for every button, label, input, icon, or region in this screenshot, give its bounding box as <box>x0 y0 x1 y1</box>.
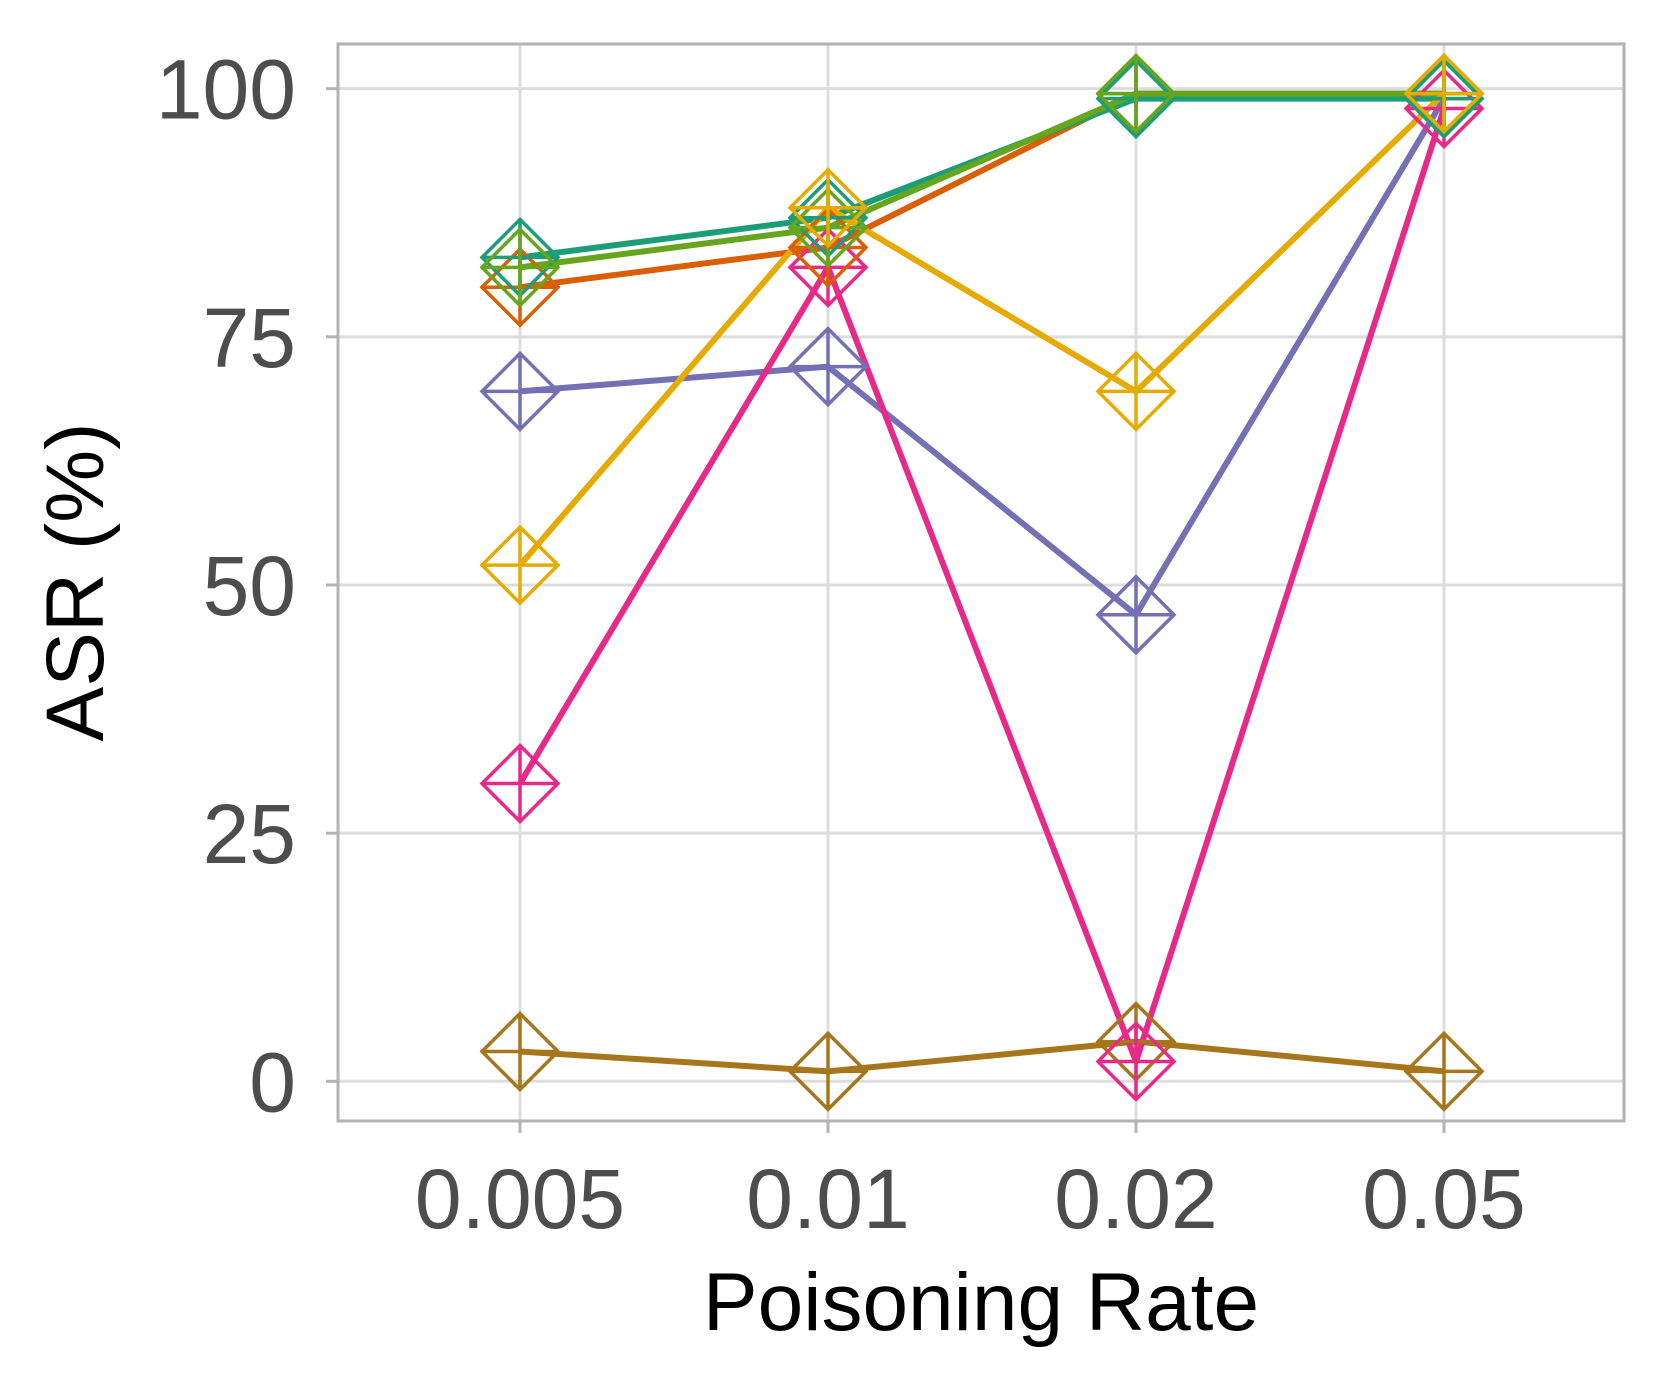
data-point-series-1 <box>1403 1030 1485 1112</box>
series-lines <box>517 90 1447 1075</box>
data-point-series-6 <box>1095 53 1177 135</box>
data-point-series-2 <box>787 326 869 408</box>
series-line-series-5 <box>519 95 1444 261</box>
tick-labels: 0.005 0.01 0.02 0.05 0 25 50 75 100 <box>156 43 1526 1246</box>
series-line-series-2 <box>519 97 1447 618</box>
y-tick-label: 50 <box>203 539 296 633</box>
x-tick-label: 0.01 <box>746 1152 910 1246</box>
series-line-series-7 <box>517 91 1447 568</box>
series-line-series-1 <box>519 1038 1445 1075</box>
y-tick-label: 25 <box>203 787 296 881</box>
series-line-series-3 <box>517 107 1447 1065</box>
plot-panel-border <box>336 42 1626 1123</box>
series-line-series-4 <box>519 90 1444 291</box>
x-tick-label: 0.05 <box>1362 1152 1526 1246</box>
data-point-series-2 <box>1095 574 1177 656</box>
axis-ticks <box>326 87 1446 1133</box>
x-tick-label: 0.005 <box>415 1152 625 1246</box>
data-point-series-1 <box>787 1030 869 1112</box>
y-tick-label: 100 <box>156 43 296 137</box>
data-point-series-3 <box>1095 1020 1177 1102</box>
data-point-series-3 <box>479 743 561 824</box>
grid-lines <box>338 44 1624 1121</box>
y-tick-label: 0 <box>249 1035 296 1129</box>
y-axis-title: ASR (%) <box>30 423 121 742</box>
data-point-series-7 <box>1095 350 1177 432</box>
series-markers <box>479 53 1485 1112</box>
y-tick-label: 75 <box>203 291 296 385</box>
data-point-series-7 <box>787 167 869 249</box>
x-tick-label: 0.02 <box>1054 1152 1218 1246</box>
data-point-series-2 <box>479 350 561 432</box>
data-point-series-6 <box>479 226 561 308</box>
data-point-series-7 <box>479 524 561 606</box>
x-axis-title: Poisoning Rate <box>703 1257 1259 1348</box>
series-line-series-6 <box>519 90 1444 271</box>
data-point-series-1 <box>479 1011 561 1092</box>
data-point-series-7 <box>1403 53 1485 135</box>
